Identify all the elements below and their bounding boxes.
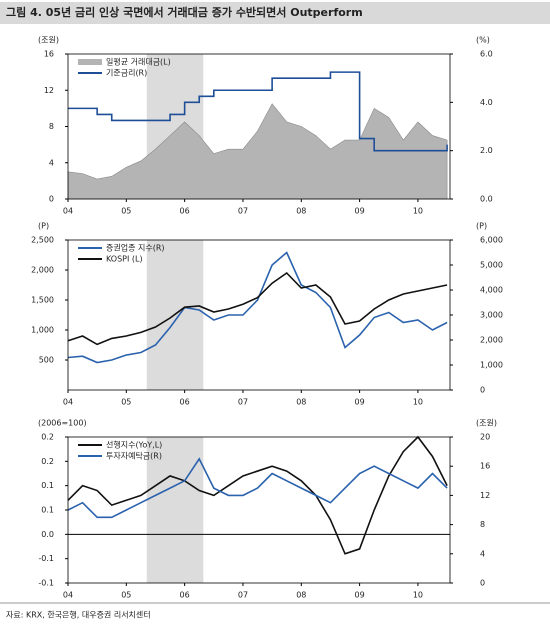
source: 자료: KRX, 한국은행, 대우증권 리서치센터 [6, 610, 151, 620]
y-axis-label: (P) [38, 222, 49, 231]
x-tick-label: 06 [180, 398, 190, 407]
plot-frame [67, 53, 451, 200]
line [67, 251, 448, 364]
y2-tick-label: 5,000 [480, 261, 503, 270]
line [67, 435, 448, 555]
legend-swatch [78, 59, 102, 65]
x-tick-label: 09 [355, 398, 365, 407]
chart-title: 그림 4. 05년 금리 인상 국면에서 거래대금 증가 수반되면서 Outpe… [6, 5, 363, 19]
y-tick-label: -0.1 [38, 554, 54, 563]
x-tick-label: 07 [238, 591, 248, 600]
y-tick-label: -0.1 [38, 579, 54, 588]
x-tick-label: 08 [296, 398, 306, 407]
y-axis-label: (조원) [38, 36, 59, 45]
x-tick-label: 04 [63, 591, 73, 600]
step-line [68, 71, 448, 152]
y-tick-label: 0.2 [41, 457, 54, 466]
y2-tick-label: 0.0 [480, 195, 493, 204]
y2-tick-label: 6.0 [480, 50, 493, 59]
y2-tick-label: 6,000 [480, 236, 503, 245]
y2-tick-label: 4.0 [480, 98, 493, 107]
plot-frame [67, 436, 451, 584]
y2-tick-label: 4,000 [480, 286, 503, 295]
y2-axis-label: (P) [476, 222, 487, 231]
x-tick-label: 09 [355, 591, 365, 600]
line [67, 457, 448, 519]
y-tick-label: 8 [49, 122, 54, 131]
y2-tick-label: 1,000 [480, 361, 503, 370]
y-tick-label: 12 [44, 86, 54, 95]
x-tick-label: 05 [121, 207, 131, 216]
x-tick-label: 05 [121, 591, 131, 600]
y-tick-label: 500 [39, 356, 54, 365]
legend-label: 선행지수(YoY,L) [106, 440, 162, 450]
title-band [0, 2, 550, 24]
highlight-band [146, 437, 204, 583]
x-tick-label: 07 [238, 398, 248, 407]
line [67, 271, 448, 346]
x-tick-label: 04 [63, 207, 73, 216]
x-tick-label: 06 [180, 591, 190, 600]
x-tick-label: 07 [238, 207, 248, 216]
y-tick-label: 0.0 [41, 530, 54, 539]
y2-tick-label: 12 [480, 491, 490, 500]
x-tick-label: 09 [355, 207, 365, 216]
y2-tick-label: 20 [480, 433, 490, 442]
y2-axis-label: (%) [476, 36, 490, 45]
legend-label: 기준금리(R) [106, 69, 147, 78]
y2-tick-label: 16 [480, 462, 490, 471]
area [67, 103, 448, 200]
x-tick-label: 10 [413, 591, 423, 600]
y-tick-label: 1,500 [31, 296, 54, 305]
y2-tick-label: 8 [480, 520, 485, 529]
y-axis-label: (2006=100) [38, 419, 87, 428]
y2-axis-label: (조원) [476, 419, 497, 428]
y-tick-label: 0.1 [41, 481, 54, 490]
y-tick-label: 2,000 [31, 266, 54, 275]
y-tick-label: 0.2 [41, 433, 54, 442]
y-tick-label: 4 [49, 158, 54, 167]
plot-frame [67, 239, 451, 391]
legend-label: 일평균 거래대금(L) [106, 57, 171, 67]
y-tick-label: 16 [44, 50, 54, 59]
legend-label: KOSPI (L) [106, 255, 143, 264]
legend-label: 증권업종 지수(R) [106, 243, 165, 253]
y2-tick-label: 2.0 [480, 146, 493, 155]
x-tick-label: 06 [180, 207, 190, 216]
x-tick-label: 04 [63, 398, 73, 407]
x-tick-label: 10 [413, 398, 423, 407]
x-tick-label: 08 [296, 207, 306, 216]
y2-tick-label: 0 [480, 579, 485, 588]
y-tick-label: 2,500 [31, 236, 54, 245]
y-tick-label: 0.1 [41, 506, 54, 515]
legend-label: 투자자예탁금(R) [106, 451, 162, 461]
x-tick-label: 08 [296, 591, 306, 600]
y2-tick-label: 0 [480, 386, 485, 395]
x-tick-label: 05 [121, 398, 131, 407]
y2-tick-label: 4 [480, 549, 485, 558]
y2-tick-label: 3,000 [480, 311, 503, 320]
y-tick-label: 0 [49, 195, 54, 204]
y2-tick-label: 2,000 [480, 336, 503, 345]
x-tick-label: 10 [413, 207, 423, 216]
y-tick-label: 1,000 [31, 326, 54, 335]
